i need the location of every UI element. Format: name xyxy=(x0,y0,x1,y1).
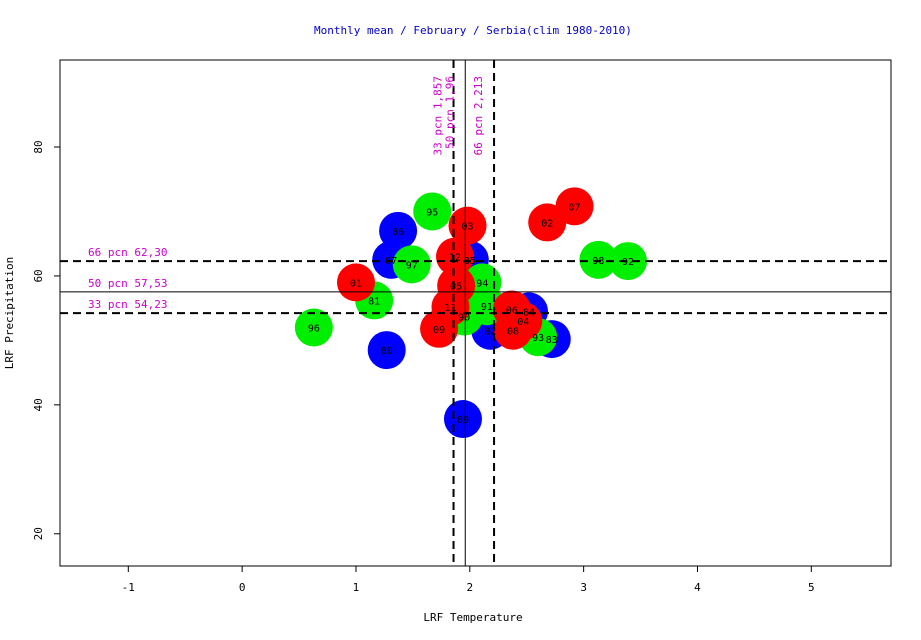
point-label-03: 03 xyxy=(462,222,474,233)
point-label-04: 04 xyxy=(517,317,529,328)
point-label-96: 96 xyxy=(308,324,320,335)
point-label-82: 82 xyxy=(484,327,496,338)
point-label-98: 98 xyxy=(592,256,604,267)
point-label-86: 86 xyxy=(392,227,404,238)
point-09 xyxy=(420,309,459,348)
point-label-08: 08 xyxy=(507,327,519,338)
point-label-01: 01 xyxy=(350,278,362,289)
hline-label-1: 50 pcn 57,53 xyxy=(88,277,167,290)
hline-label-2: 33 pcn 54,23 xyxy=(88,298,167,311)
point-label-93: 93 xyxy=(532,333,544,344)
point-label-02: 02 xyxy=(541,218,553,229)
point-label-90: 90 xyxy=(458,313,470,324)
point-label-07: 07 xyxy=(569,202,581,213)
point-98 xyxy=(579,240,618,279)
point-label-87: 87 xyxy=(385,256,397,267)
point-label-12: 12 xyxy=(449,253,461,264)
x-tick-label-3: 2 xyxy=(466,581,473,594)
reference-lines-layer xyxy=(60,60,891,566)
point-label-11: 11 xyxy=(444,303,456,314)
vline-label-2: 66 pcn 2,213 xyxy=(472,76,485,155)
point-07 xyxy=(555,187,594,226)
y-tick-label-2: 60 xyxy=(32,269,45,282)
point-label-91: 91 xyxy=(481,302,493,313)
point-label-81: 81 xyxy=(368,296,380,307)
point-95 xyxy=(413,192,452,231)
y-axis-label: LRF Precipitation xyxy=(3,257,16,370)
point-label-06: 06 xyxy=(506,305,518,316)
vline-label-0: 33 pcn 1,857 xyxy=(432,76,445,155)
point-12 xyxy=(436,237,475,276)
point-86 xyxy=(379,211,418,250)
labels-layer: 86 87 80 89 83 84 85 82 95 97 81 96 98 92 94 91 90 93 01 03… xyxy=(88,76,634,426)
x-tick-label-1: 0 xyxy=(239,581,246,594)
point-03 xyxy=(448,206,487,245)
point-92 xyxy=(609,242,648,281)
point-label-83: 83 xyxy=(546,335,558,346)
point-label-09: 09 xyxy=(433,325,445,336)
point-label-84: 84 xyxy=(523,307,535,318)
point-label-05: 05 xyxy=(450,282,462,293)
point-97 xyxy=(392,245,431,284)
y-tick-label-1: 40 xyxy=(32,398,45,411)
x-axis-label: LRF Temperature xyxy=(423,611,522,624)
x-tick-label-2: 1 xyxy=(353,581,360,594)
hline-label-0: 66 pcn 62,30 xyxy=(88,246,167,259)
x-tick-label-4: 3 xyxy=(580,581,587,594)
vline-label-1: 50 pcn 1,96 xyxy=(443,76,456,149)
chart-title: Monthly mean / February / Serbia(clim 19… xyxy=(314,24,632,37)
x-tick-label-6: 5 xyxy=(808,581,815,594)
point-label-95: 95 xyxy=(426,207,438,218)
point-02 xyxy=(528,203,567,242)
point-label-85: 85 xyxy=(464,256,476,267)
point-label-89: 89 xyxy=(457,415,469,426)
y-tick-label-3: 80 xyxy=(32,140,45,153)
point-label-92: 92 xyxy=(622,257,634,268)
y-tick-label-0: 20 xyxy=(32,527,45,540)
x-tick-label-5: 4 xyxy=(694,581,701,594)
point-80 xyxy=(367,331,406,370)
point-08 xyxy=(494,311,533,350)
point-label-97: 97 xyxy=(406,260,418,271)
plot-area-border xyxy=(59,59,892,567)
point-label-94: 94 xyxy=(476,278,488,289)
point-label-80: 80 xyxy=(381,346,393,357)
point-96 xyxy=(294,308,333,347)
x-tick-label-0: -1 xyxy=(122,581,135,594)
